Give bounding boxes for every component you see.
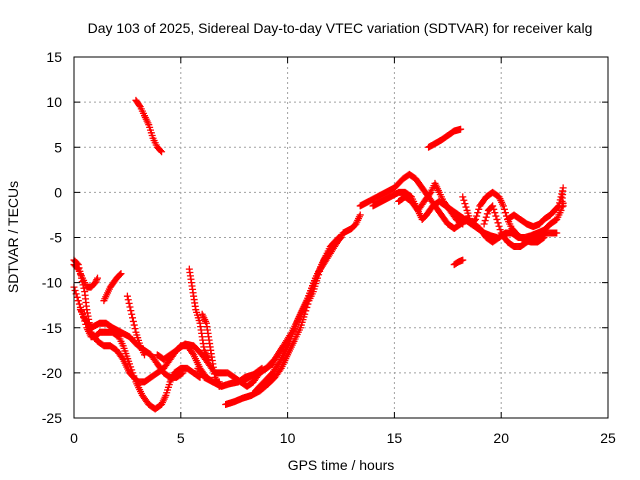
data-point <box>472 215 480 223</box>
y-tick-labels: -25 -20 -15 -10 -5 0 5 10 15 <box>42 49 62 426</box>
x-tick-label: 15 <box>387 430 403 446</box>
data-point <box>481 217 489 225</box>
data-point <box>178 370 186 378</box>
data-point <box>500 205 508 213</box>
data-point <box>337 234 345 241</box>
data-point <box>489 202 497 210</box>
data-point <box>499 202 507 210</box>
data-point <box>482 213 490 221</box>
y-tick-label: -10 <box>42 275 62 291</box>
data-point <box>494 219 502 227</box>
y-axis-label: SDTVAR / TECUs <box>5 181 21 293</box>
data-point <box>553 229 561 237</box>
data-point <box>93 274 101 282</box>
series-arc-14 <box>252 234 345 395</box>
y-tick-label: -15 <box>42 320 62 336</box>
data-point <box>457 125 465 133</box>
data-point <box>179 369 187 377</box>
data-point <box>559 199 567 207</box>
data-point <box>558 203 566 211</box>
data-point <box>123 292 131 300</box>
data-point <box>483 210 491 218</box>
series-arc-17 <box>395 179 467 228</box>
data-point <box>495 222 503 230</box>
data-point <box>130 321 138 329</box>
series-arc-19 <box>450 256 467 269</box>
x-tick-label: 25 <box>600 430 616 446</box>
y-tick-label: -25 <box>42 410 62 426</box>
y-tick-label: 0 <box>54 184 62 200</box>
data-point <box>426 190 434 198</box>
data-point <box>496 226 504 234</box>
x-tick-label: 20 <box>493 430 509 446</box>
series-arc-1 <box>70 283 204 413</box>
data-point <box>125 299 133 307</box>
data-point <box>75 300 83 308</box>
y-tick-label: -20 <box>42 365 62 381</box>
data-point <box>117 270 125 278</box>
series-arc-9 <box>185 265 213 363</box>
data-point <box>492 212 500 220</box>
data-point <box>491 209 499 217</box>
data-point <box>158 148 166 156</box>
chart-title: Day 103 of 2025, Sidereal Day-to-day VTE… <box>88 20 593 36</box>
data-point <box>124 296 132 304</box>
series-arc-6 <box>123 292 148 359</box>
data-point <box>135 101 143 109</box>
data-point <box>140 351 148 359</box>
data-point <box>471 217 478 225</box>
y-tick-label: 5 <box>54 139 62 155</box>
series-arc-3 <box>70 261 101 291</box>
series-arc-22 <box>504 184 567 231</box>
data-point <box>74 297 82 305</box>
series-arc-7 <box>132 96 166 156</box>
data-point <box>490 205 498 213</box>
data-point <box>459 220 467 228</box>
grid-lines <box>74 57 608 418</box>
data-point <box>336 235 344 243</box>
data-point <box>480 220 488 228</box>
series-arc-23 <box>495 199 567 241</box>
y-tick-label: -5 <box>50 230 63 246</box>
data-point <box>473 212 481 220</box>
data-point <box>462 203 470 211</box>
y-tick-label: 10 <box>46 94 62 110</box>
data-point <box>128 310 136 318</box>
data-point <box>356 211 364 219</box>
data-series <box>70 96 567 413</box>
data-point <box>129 317 137 325</box>
series-arc-18 <box>425 125 465 151</box>
x-tick-labels: 0 5 10 15 20 25 <box>70 430 616 446</box>
data-point <box>116 271 124 279</box>
data-point <box>126 303 134 311</box>
data-point <box>493 215 501 223</box>
data-point <box>459 256 467 264</box>
data-point <box>460 196 468 204</box>
x-tick-label: 10 <box>280 430 296 446</box>
data-point <box>73 293 81 301</box>
data-point <box>129 314 137 322</box>
axis-ticks <box>73 56 609 419</box>
data-point <box>459 193 467 201</box>
x-tick-label: 5 <box>177 430 185 446</box>
data-point <box>501 209 509 217</box>
data-point <box>461 200 469 208</box>
x-axis-label: GPS time / hours <box>288 457 395 473</box>
data-point <box>71 287 79 295</box>
data-point <box>92 277 100 285</box>
data-point <box>131 325 139 333</box>
data-point <box>93 276 101 284</box>
data-point <box>127 307 135 315</box>
y-tick-label: 15 <box>46 49 62 65</box>
data-point <box>157 147 165 155</box>
data-point <box>475 205 483 213</box>
data-point <box>474 209 482 217</box>
data-point <box>557 206 565 214</box>
data-point <box>91 279 99 287</box>
series-arc-4 <box>76 306 187 381</box>
x-tick-label: 0 <box>70 430 78 446</box>
series-arc-5 <box>100 270 125 305</box>
